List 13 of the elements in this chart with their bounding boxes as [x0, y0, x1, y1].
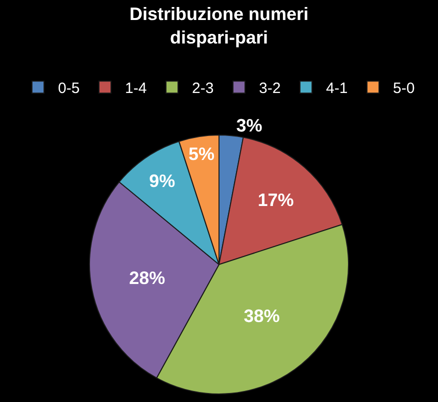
legend-label: 0-5 [58, 80, 80, 98]
legend-label: 5-0 [393, 80, 415, 98]
chart-title: Distribuzione numeri dispari-pari [129, 4, 309, 48]
legend-label: 2-3 [192, 80, 214, 98]
data-label: 5% [188, 144, 214, 164]
legend-label: 4-1 [326, 80, 348, 98]
legend-label: 3-2 [259, 80, 281, 98]
data-label: 9% [149, 170, 176, 191]
data-label: 28% [129, 268, 166, 288]
legend-label: 1-4 [125, 80, 147, 98]
data-label: 17% [258, 190, 294, 210]
data-label: 38% [244, 306, 280, 326]
data-label: 3% [236, 116, 262, 136]
